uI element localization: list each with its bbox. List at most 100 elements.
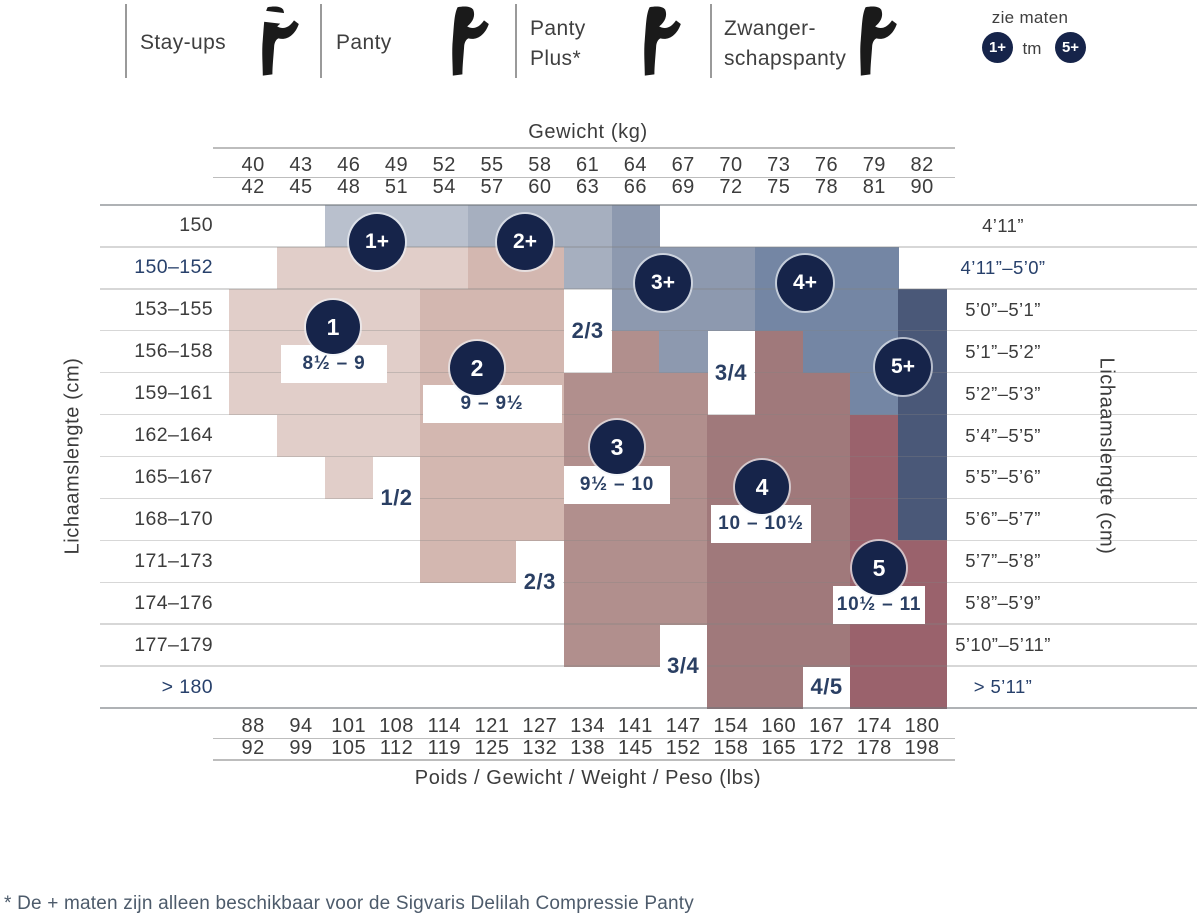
grid-cell-size-3 bbox=[611, 624, 660, 667]
ft-row-label: 5’10”–5’11” bbox=[955, 634, 1051, 656]
grid-cell-size-4 bbox=[802, 372, 852, 416]
kg-value: 81 bbox=[862, 175, 886, 198]
cm-row-label: 162–164 bbox=[134, 424, 213, 447]
lbs-value: 94 bbox=[289, 714, 313, 737]
grid-cell-size-3 bbox=[563, 540, 613, 583]
grid-cell-size-4 bbox=[802, 540, 852, 583]
grid-cell-size-1 bbox=[277, 246, 326, 290]
overlap-label-3-4: 3/4 bbox=[659, 625, 707, 708]
kg-value: 54 bbox=[432, 175, 456, 198]
lbs-value: 147 bbox=[665, 714, 701, 737]
grid-cell-size-3 bbox=[659, 540, 708, 583]
grid-cell-size-4 bbox=[707, 582, 756, 625]
grid-cell-size-5 bbox=[850, 456, 899, 500]
legend-item-label-panty: Panty bbox=[336, 31, 392, 54]
ft-row-label: 4’11”–5’0” bbox=[960, 256, 1046, 278]
grid-cell-size-1 bbox=[229, 372, 278, 416]
lbs-value: 165 bbox=[761, 736, 797, 759]
grid-row-line bbox=[100, 329, 1197, 332]
grid-row-line bbox=[100, 539, 1197, 542]
grid-row-line bbox=[100, 246, 1197, 248]
grid-cell-size-4 bbox=[802, 414, 852, 458]
size-5plus-mini-badge: 5+ bbox=[1055, 32, 1086, 63]
grid-row-line bbox=[100, 707, 1197, 710]
kg-value: 51 bbox=[384, 175, 409, 198]
lbs-value: 125 bbox=[474, 736, 510, 759]
cm-row-label: 153–155 bbox=[134, 298, 213, 321]
size-range-label: 10 – 10½ bbox=[711, 505, 811, 543]
kg-value: 69 bbox=[671, 175, 695, 198]
grid-cell-size-1 bbox=[420, 246, 469, 290]
grid-cell-size-2+ bbox=[563, 246, 613, 290]
grid-cell-size-5+ bbox=[898, 288, 947, 332]
overlap-label-1-2: 1/2 bbox=[373, 457, 420, 540]
size-grid: 40 43 46 49 52 55 58 61 64 67 70 73 76 79 82 42 45 48 51 54… bbox=[100, 147, 1197, 761]
cm-row-label: 177–179 bbox=[134, 633, 213, 656]
grid-cell-size-5 bbox=[850, 414, 899, 458]
kg-value: 49 bbox=[384, 153, 409, 176]
axis-number-line bbox=[213, 176, 955, 178]
cm-row-label: 159–161 bbox=[134, 382, 213, 405]
grid-cell-size-4+ bbox=[850, 288, 899, 332]
kg-value: 48 bbox=[337, 175, 361, 198]
grid-cell-size-5 bbox=[898, 624, 947, 667]
grid-cell-size-3 bbox=[611, 540, 660, 583]
lbs-value: 101 bbox=[331, 714, 367, 737]
lbs-value: 121 bbox=[474, 714, 510, 737]
grid-cell-size-2 bbox=[420, 540, 469, 583]
grid-cell-size-2 bbox=[468, 498, 517, 542]
grid-cell-size-3 bbox=[563, 372, 613, 416]
kg-value: 43 bbox=[289, 153, 313, 176]
lbs-value: 180 bbox=[904, 714, 940, 737]
lbs-value: 152 bbox=[665, 736, 701, 759]
grid-cell-size-5+ bbox=[898, 414, 947, 458]
grid-cell-size-5+ bbox=[898, 498, 947, 542]
grid-cell-size-2 bbox=[468, 288, 517, 332]
kg-value: 90 bbox=[910, 175, 934, 198]
kg-value: 52 bbox=[432, 153, 456, 176]
size-range-label: 9½ – 10 bbox=[564, 466, 670, 504]
grid-cell-size-4 bbox=[754, 330, 804, 374]
ft-row-label: 5’2”–5’3” bbox=[965, 382, 1041, 404]
size-badge-1plus: 1+ bbox=[349, 214, 405, 270]
kg-value: 76 bbox=[814, 153, 839, 176]
grid-cell-size-5 bbox=[898, 540, 947, 583]
kg-value: 82 bbox=[910, 153, 934, 176]
ft-row-label: 5’6”–5’7” bbox=[965, 508, 1041, 530]
tights-icon bbox=[432, 6, 500, 83]
grid-cell-size-3 bbox=[659, 372, 708, 416]
grid-cell-size-3 bbox=[659, 582, 708, 625]
grid-cell-size-3 bbox=[611, 498, 660, 542]
grid-cell-size-5 bbox=[850, 666, 899, 709]
grid-cell-size-5+ bbox=[898, 456, 947, 500]
size-1plus-mini-label: 1+ bbox=[988, 39, 1007, 56]
ft-row-label: 5’7”–5’8” bbox=[965, 550, 1041, 572]
kg-value: 46 bbox=[337, 153, 361, 176]
lbs-value: 88 bbox=[241, 714, 265, 737]
kg-value: 75 bbox=[767, 175, 791, 198]
axis-number-line bbox=[213, 737, 955, 739]
grid-cell-size-4 bbox=[754, 414, 804, 458]
grid-cell-size-5 bbox=[850, 624, 899, 667]
kg-value: 64 bbox=[623, 153, 648, 176]
legend-item-label-stayups: Stay-ups bbox=[140, 31, 227, 54]
legend-divider bbox=[710, 4, 712, 78]
grid-cell-size-3 bbox=[611, 582, 660, 625]
kg-value: 79 bbox=[862, 153, 886, 176]
legend-divider bbox=[125, 4, 127, 78]
top-axis-title: Gewicht (kg) bbox=[528, 121, 648, 143]
grid-cell-size-3 bbox=[659, 498, 708, 542]
cm-row-label: 156–158 bbox=[134, 340, 213, 363]
overlap-label-3-4: 3/4 bbox=[707, 331, 755, 414]
kg-value: 55 bbox=[480, 153, 504, 176]
cm-row-label: 168–170 bbox=[134, 507, 213, 530]
grid-cell-size-3 bbox=[563, 624, 613, 667]
grid-cell-size-1 bbox=[229, 288, 278, 332]
grid-row-line bbox=[100, 665, 1197, 667]
size-badge-2: 2 bbox=[450, 341, 504, 395]
lbs-value: 160 bbox=[761, 714, 797, 737]
size-1plus-mini-badge: 1+ bbox=[982, 32, 1013, 63]
lbs-value: 167 bbox=[809, 714, 844, 737]
grid-cell-size-2 bbox=[420, 498, 469, 542]
grid-cell-size-1 bbox=[324, 456, 374, 500]
